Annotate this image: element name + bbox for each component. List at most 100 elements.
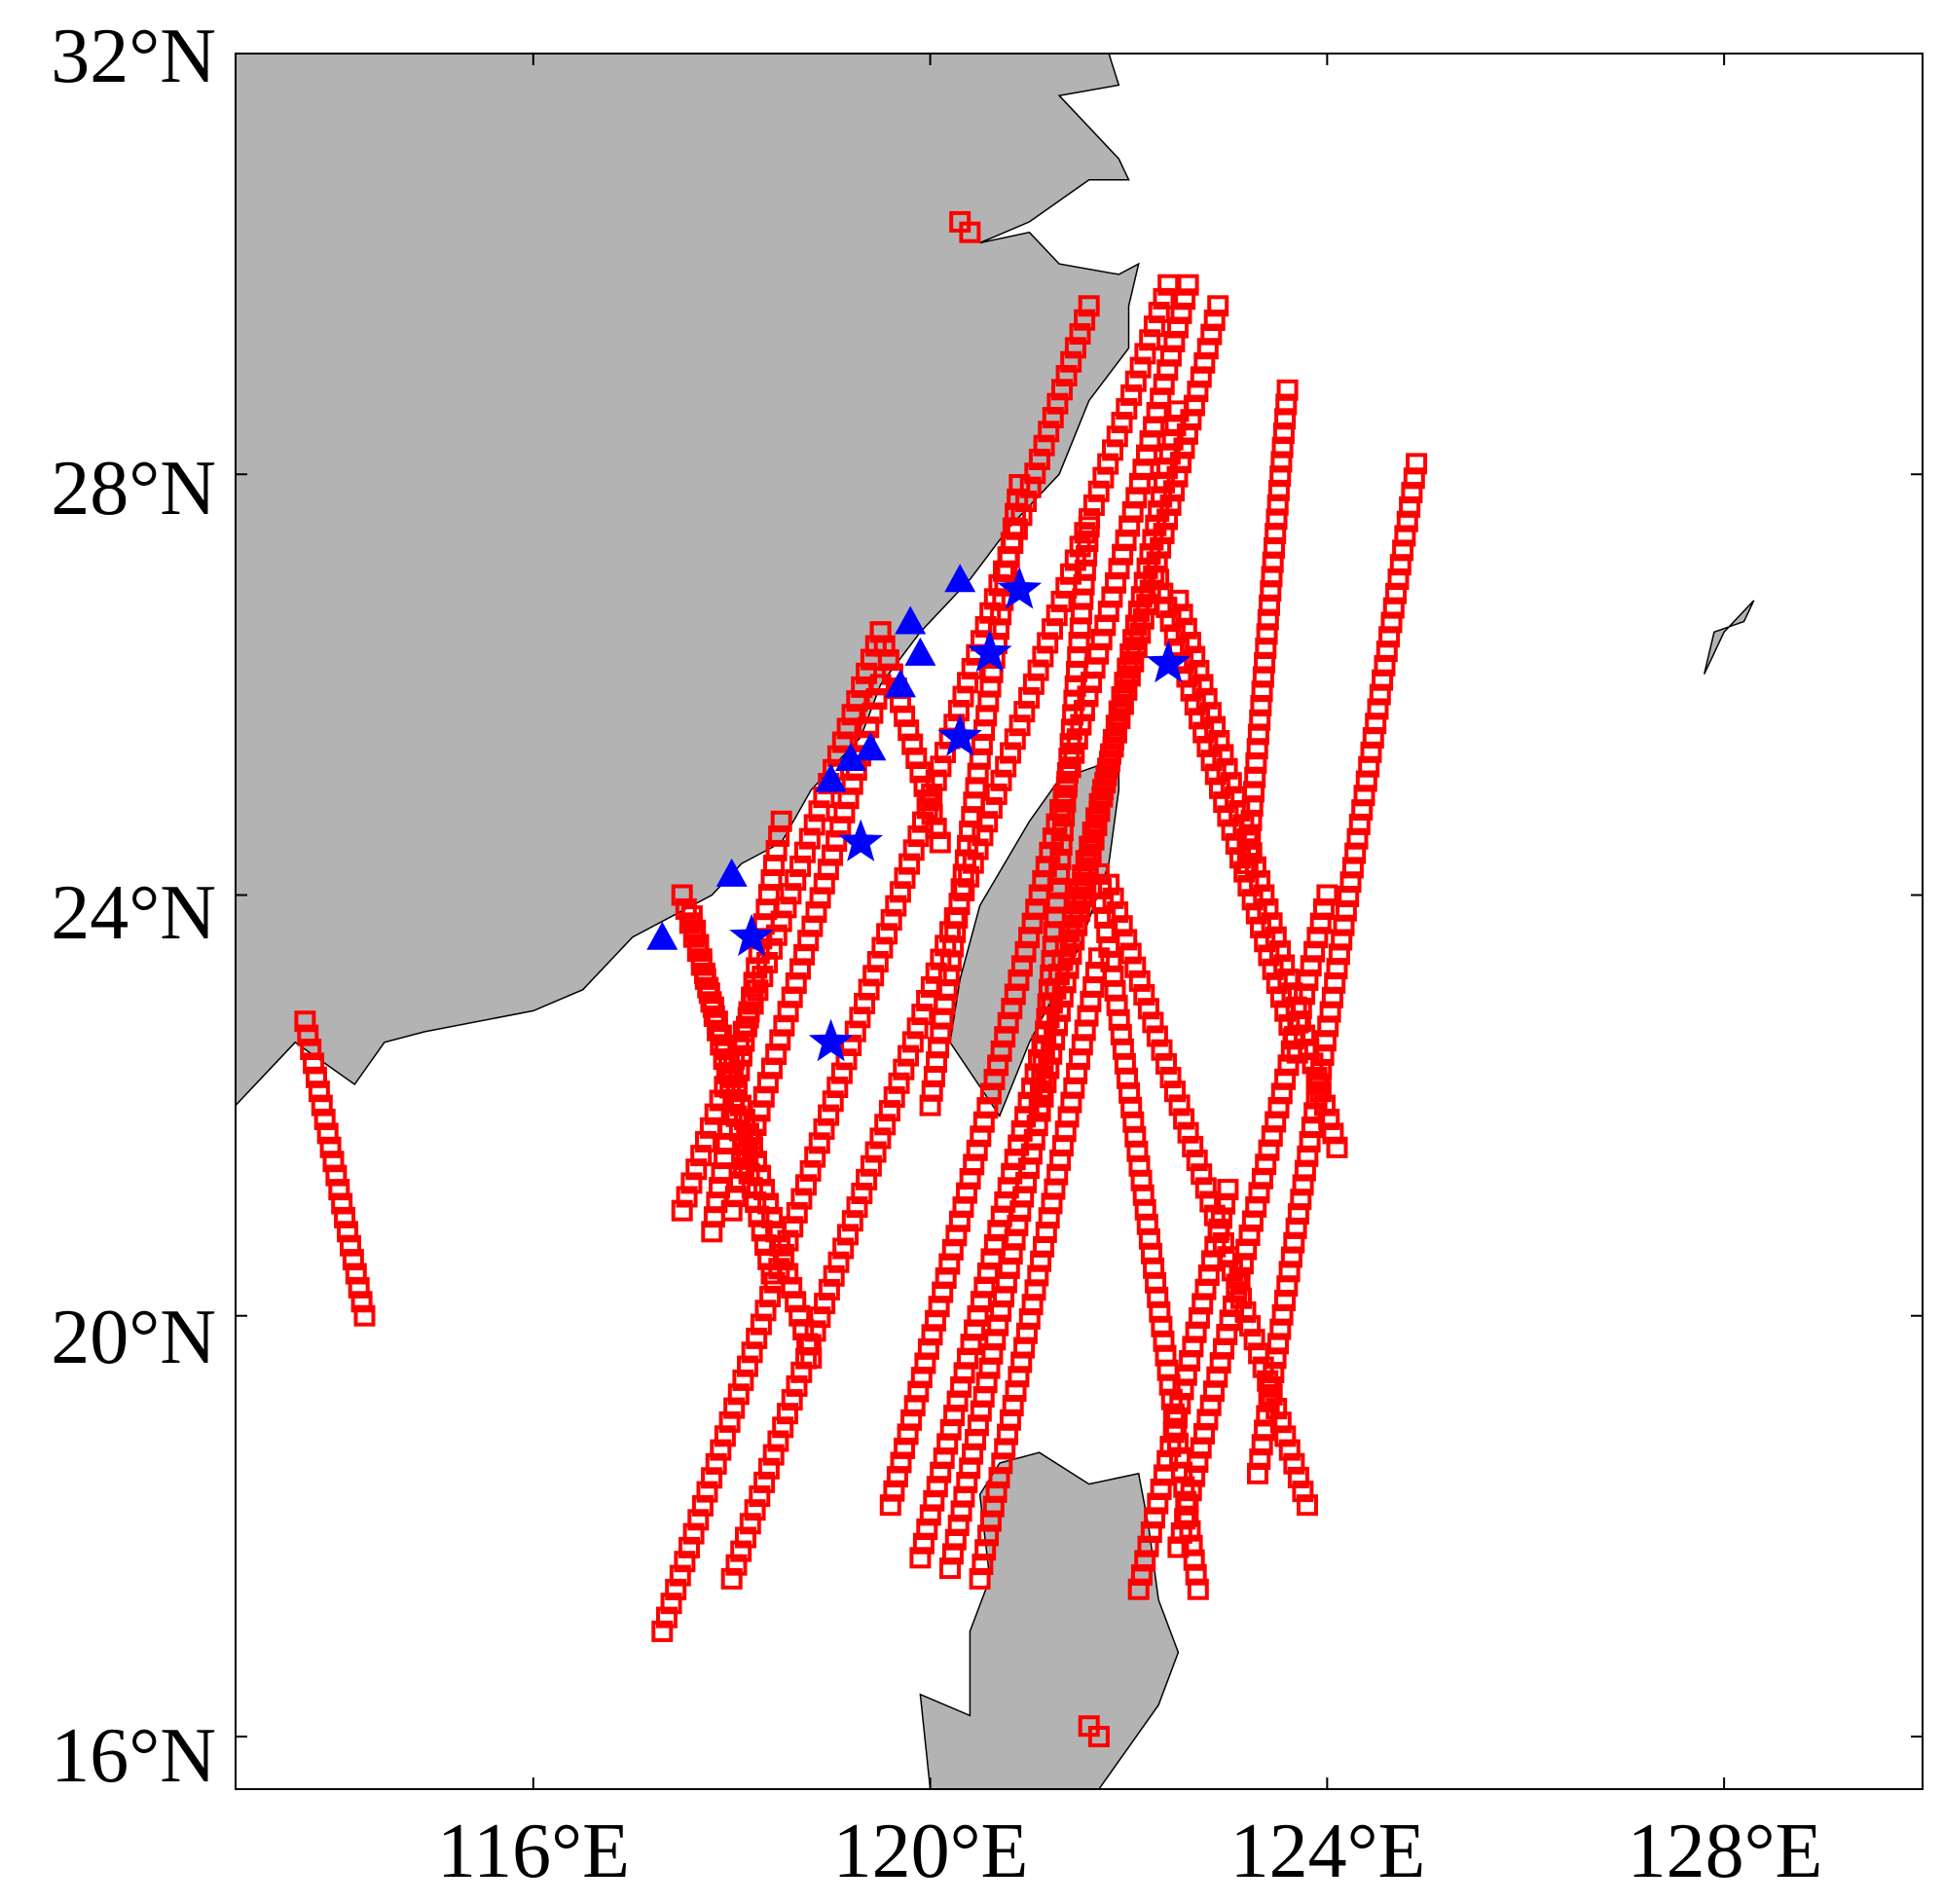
track-square — [1032, 1051, 1054, 1073]
track-square — [350, 1291, 373, 1313]
track-square — [1059, 733, 1081, 755]
track-square — [1193, 351, 1216, 374]
track-square — [1087, 480, 1110, 502]
track-square — [1148, 500, 1170, 523]
track-0 — [294, 1010, 376, 1327]
track-square — [963, 1153, 985, 1176]
track-square — [1076, 545, 1098, 567]
track-square — [755, 898, 778, 921]
track-square — [979, 1082, 1002, 1105]
track-square — [832, 1237, 855, 1260]
track-square — [1051, 379, 1073, 401]
track-square — [833, 801, 856, 824]
track-square — [1080, 990, 1102, 1012]
track-square — [844, 1020, 866, 1043]
track-square — [997, 1011, 1019, 1034]
track-square — [944, 921, 967, 943]
track-20 — [1087, 862, 1209, 1600]
land-luzon — [919, 1451, 1180, 1789]
track-square — [1038, 1207, 1060, 1229]
track-square — [1338, 886, 1360, 907]
track-square — [1106, 425, 1128, 448]
track-square — [921, 803, 943, 825]
track-square — [926, 1051, 947, 1074]
track-square — [984, 1329, 1007, 1351]
track-10 — [969, 947, 1110, 1590]
track-square — [1028, 1094, 1050, 1117]
track-square — [1156, 359, 1179, 382]
track-square — [1267, 479, 1290, 501]
track-12 — [1028, 516, 1100, 1117]
track-square — [1297, 1145, 1319, 1167]
track-square — [926, 1476, 948, 1498]
track-square — [1042, 618, 1063, 641]
track-square — [921, 1324, 943, 1346]
track-square — [739, 1513, 761, 1535]
track-square — [846, 1196, 868, 1219]
track-square — [1292, 1481, 1314, 1503]
track-square — [1074, 309, 1096, 331]
tick-layer — [236, 53, 1923, 1789]
track-square — [1146, 1025, 1168, 1047]
track-square — [1151, 486, 1173, 508]
track-square — [1044, 921, 1065, 943]
track-square — [1319, 1001, 1341, 1023]
track-square — [911, 1004, 934, 1026]
land-layer — [236, 54, 1755, 1789]
track-square — [1358, 755, 1380, 778]
track-square — [1028, 449, 1050, 470]
track-square — [757, 1248, 780, 1270]
track-square — [1286, 1042, 1308, 1064]
star-marker — [967, 629, 1012, 673]
track-square — [1097, 757, 1119, 780]
track-square — [1274, 408, 1297, 430]
track-square — [830, 1062, 853, 1084]
track-square — [1155, 1344, 1177, 1367]
track-square — [738, 1162, 760, 1185]
track-square — [1180, 679, 1202, 702]
track-square — [1147, 1286, 1169, 1308]
track-square — [880, 909, 902, 931]
track-square — [781, 986, 803, 1008]
track-square — [894, 1437, 915, 1459]
track-square — [1085, 815, 1108, 836]
track-square — [814, 1293, 836, 1315]
track-square — [1134, 1198, 1156, 1221]
track-square — [1111, 915, 1133, 937]
track-square — [961, 806, 983, 828]
track-square — [1069, 617, 1091, 640]
track-square — [956, 1182, 977, 1204]
track-square — [1069, 323, 1091, 345]
track-square — [1305, 1066, 1328, 1088]
track-square — [1144, 1507, 1165, 1529]
track-square — [1054, 1120, 1077, 1143]
track-square — [1168, 1094, 1191, 1117]
track-square — [1247, 1462, 1268, 1484]
track-square — [1118, 515, 1141, 537]
track-square — [1185, 1321, 1207, 1343]
track-square — [953, 1485, 975, 1508]
track-square — [1074, 559, 1096, 581]
track-square — [772, 1416, 794, 1439]
track-square — [1162, 1403, 1185, 1425]
track-square — [1344, 842, 1367, 864]
track-square — [746, 957, 768, 979]
track-square — [1021, 1294, 1044, 1316]
track-square — [953, 1362, 975, 1384]
track-square — [1153, 287, 1175, 310]
track-square — [1258, 944, 1280, 967]
track-square — [1139, 329, 1161, 351]
track-square — [898, 719, 920, 742]
track-square — [1008, 1366, 1030, 1388]
track-square — [1014, 940, 1037, 963]
track-square — [1127, 1578, 1150, 1600]
track-square — [1326, 958, 1348, 980]
track-square — [879, 1494, 901, 1517]
track-square — [1269, 1411, 1292, 1434]
track-square — [751, 1220, 773, 1242]
track-square — [1114, 1052, 1136, 1075]
track-square — [959, 221, 981, 243]
track-square — [827, 1251, 850, 1273]
track-square — [836, 717, 859, 740]
track-square — [1037, 993, 1059, 1015]
